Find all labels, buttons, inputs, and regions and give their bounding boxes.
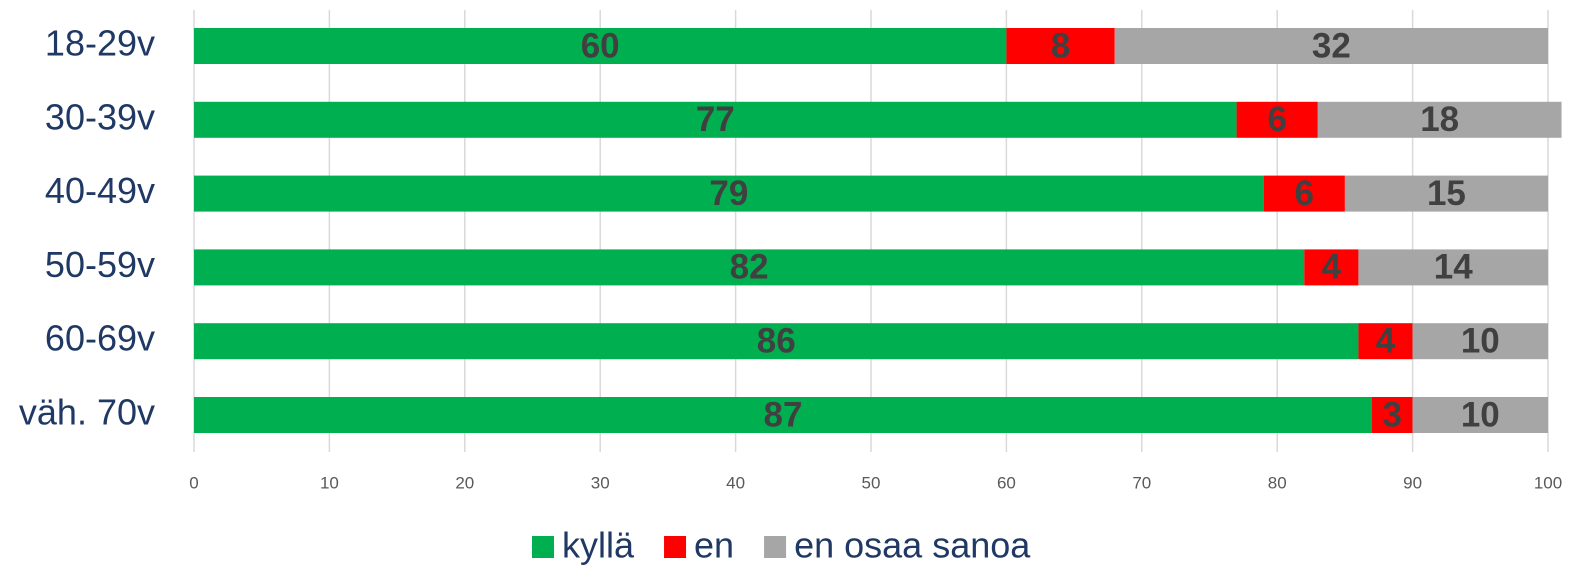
legend-label: en — [694, 525, 734, 566]
data-label: 87 — [764, 395, 803, 434]
x-tick-label: 90 — [1403, 473, 1422, 492]
bar-segment — [1304, 249, 1359, 286]
y-tick-label: väh. 70v — [19, 392, 155, 433]
bar-segment — [194, 323, 1359, 360]
legend-swatch — [664, 536, 687, 558]
data-label: 86 — [757, 321, 796, 360]
bar-segment — [1236, 101, 1318, 138]
bar-segment — [1412, 323, 1548, 360]
bar-segment — [1114, 28, 1548, 64]
bar-segment — [1371, 397, 1413, 433]
x-tick-label: 20 — [455, 473, 474, 492]
bar-segment — [194, 28, 1007, 64]
x-tick-label: 10 — [320, 473, 339, 492]
data-label: 79 — [709, 174, 748, 213]
y-tick-label: 50-59v — [45, 244, 155, 285]
x-tick-label: 80 — [1268, 473, 1287, 492]
data-label: 14 — [1434, 248, 1473, 287]
data-label: 4 — [1376, 321, 1396, 360]
legend-label: en osaa sanoa — [794, 525, 1031, 566]
data-label: 10 — [1461, 321, 1500, 360]
data-label: 4 — [1322, 248, 1342, 287]
x-tick-label: 30 — [591, 473, 610, 492]
bar-segment — [194, 101, 1237, 138]
data-label: 6 — [1295, 174, 1314, 213]
data-label: 77 — [696, 100, 735, 139]
y-tick-label: 18-29v — [45, 23, 155, 64]
bar-segment — [1263, 175, 1345, 212]
x-tick-label: 50 — [862, 473, 881, 492]
x-tick-label: 40 — [726, 473, 745, 492]
bar-segment — [1358, 249, 1548, 286]
data-label: 3 — [1383, 395, 1402, 434]
data-label: 82 — [730, 248, 769, 287]
bar-segment — [194, 249, 1305, 286]
x-tick-label: 70 — [1132, 473, 1151, 492]
legend-swatch — [764, 536, 787, 558]
data-label: 32 — [1312, 26, 1351, 65]
y-tick-label: 40-49v — [45, 170, 155, 211]
x-tick-label: 100 — [1534, 473, 1562, 492]
data-label: 60 — [581, 26, 620, 65]
data-label: 6 — [1267, 100, 1286, 139]
bar-segment — [1317, 101, 1562, 138]
data-label: 8 — [1051, 26, 1070, 65]
bar-segment — [1344, 175, 1548, 212]
data-label: 15 — [1427, 174, 1466, 213]
x-tick-label: 60 — [997, 473, 1016, 492]
legend-swatch — [532, 536, 554, 558]
bar-segment — [1358, 323, 1413, 360]
data-label: 10 — [1461, 395, 1500, 434]
bar-segment — [194, 397, 1372, 433]
bar-segment — [1006, 28, 1115, 64]
x-tick-label: 0 — [189, 473, 198, 492]
y-tick-label: 60-69v — [45, 318, 155, 359]
y-tick-label: 30-39v — [45, 96, 155, 137]
legend-label: kyllä — [562, 525, 635, 566]
bar-segment — [194, 175, 1264, 212]
bar-segment — [1412, 397, 1548, 433]
data-label: 18 — [1420, 100, 1459, 139]
